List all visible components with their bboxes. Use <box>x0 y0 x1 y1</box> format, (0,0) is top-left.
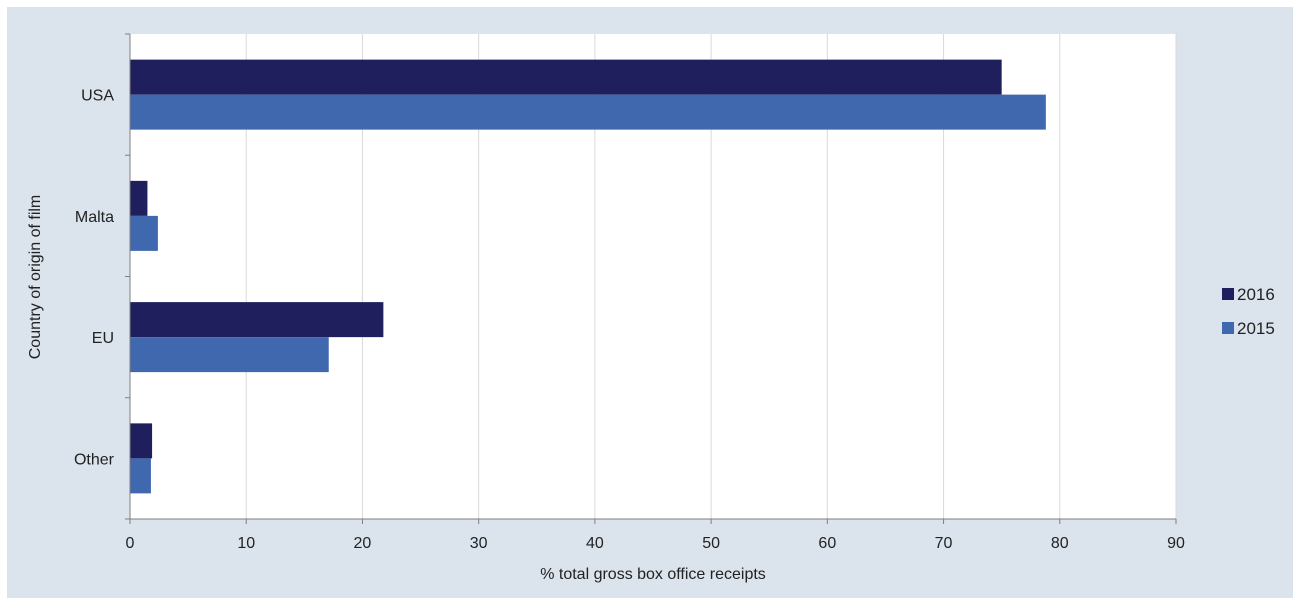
bar-eu-2015 <box>130 337 329 373</box>
bars <box>130 59 1046 494</box>
bar-other-2015 <box>130 458 151 494</box>
x-axis-title: % total gross box office receipts <box>540 566 766 583</box>
x-tick-label-50: 50 <box>702 535 720 552</box>
x-tick-label-70: 70 <box>935 535 953 552</box>
category-label-usa: USA <box>81 88 114 105</box>
legend-swatch-2016 <box>1222 288 1234 300</box>
x-tick-label-30: 30 <box>470 535 488 552</box>
bar-usa-2016 <box>130 59 1002 95</box>
x-tick-label-80: 80 <box>1051 535 1069 552</box>
x-tick-label-0: 0 <box>126 535 135 552</box>
legend-swatch-2015 <box>1222 322 1234 334</box>
x-tick-label-60: 60 <box>818 535 836 552</box>
category-label-eu: EU <box>92 330 114 347</box>
axes <box>125 33 1177 524</box>
x-tick-label-10: 10 <box>237 535 255 552</box>
x-tick-labels: 0 10 20 30 40 50 60 70 80 90 <box>126 535 1185 552</box>
bar-usa-2015 <box>130 94 1046 130</box>
legend: 2016 2015 <box>1222 285 1275 338</box>
x-tick-label-90: 90 <box>1167 535 1185 552</box>
category-label-other: Other <box>74 451 115 468</box>
bar-malta-2016 <box>130 180 148 216</box>
bar-other-2016 <box>130 423 153 459</box>
x-tick-label-20: 20 <box>354 535 372 552</box>
bar-eu-2016 <box>130 302 384 338</box>
y-axis-title: Country of origin of film <box>27 195 44 360</box>
category-label-malta: Malta <box>75 209 114 226</box>
x-tick-label-40: 40 <box>586 535 604 552</box>
y-category-labels: USA Malta EU Other <box>74 88 115 469</box>
bar-malta-2015 <box>130 215 158 251</box>
legend-label-2015: 2015 <box>1237 319 1275 338</box>
legend-label-2016: 2016 <box>1237 285 1275 304</box>
